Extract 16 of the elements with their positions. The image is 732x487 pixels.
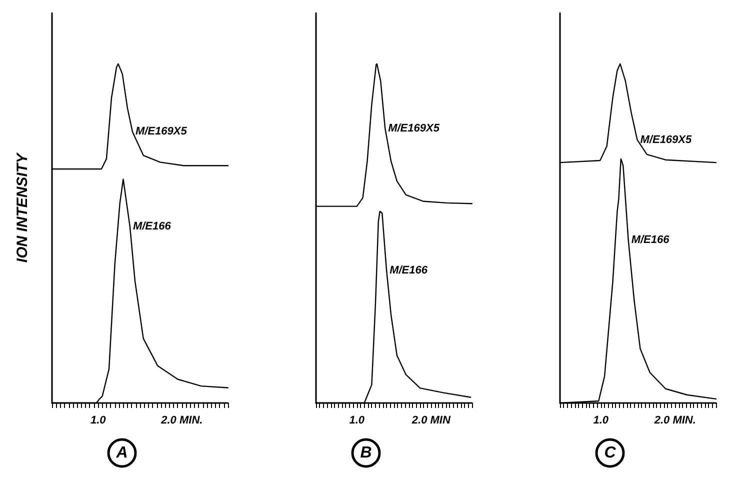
series-label: M/E166 (631, 234, 670, 246)
series-label: M/E169X5 (388, 122, 440, 134)
x-tick-label: 1.0 (349, 414, 366, 426)
y-axis-title: ION INTENSITY (14, 151, 31, 263)
x-tick-label: 1.0 (593, 414, 610, 426)
series-label: M/E166 (132, 220, 172, 233)
x-tick-label: 1.0 (90, 414, 107, 426)
series-label: M/E169X5 (135, 126, 188, 138)
series-label: M/E166 (390, 264, 428, 277)
x-tick-label: 2.0 MIN. (160, 414, 203, 426)
text: C (604, 444, 616, 462)
text: B (360, 444, 372, 462)
x-tick-label: 2.0 MIN (410, 414, 452, 426)
series-label: M/E169X5 (640, 134, 693, 146)
x-tick-label: 2.0 MIN. (653, 414, 696, 426)
text: A (115, 444, 128, 462)
